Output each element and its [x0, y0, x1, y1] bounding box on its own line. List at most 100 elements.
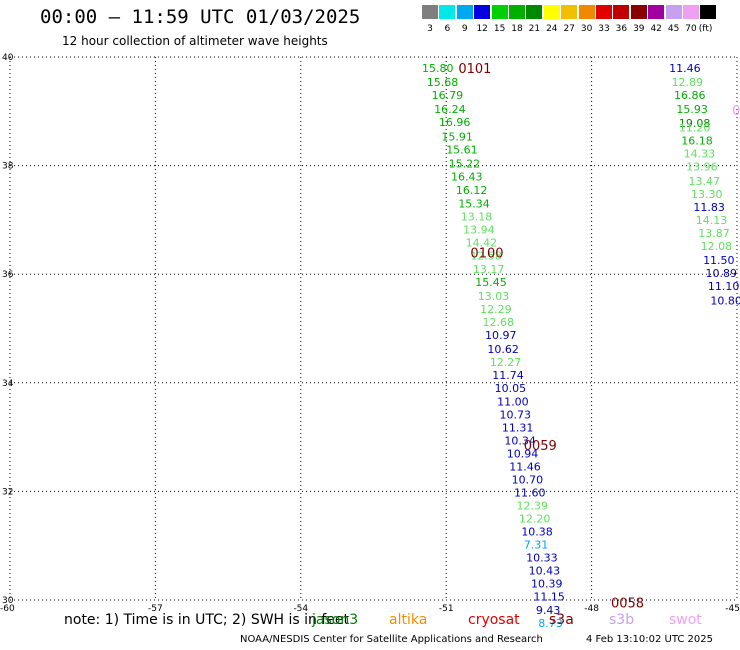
legend-label: 15 [493, 24, 506, 34]
legend-swatch [439, 5, 456, 19]
legend-label: 70 [685, 24, 697, 34]
legend-label: 9 [461, 24, 468, 34]
swh-value-label: 12.89 [672, 76, 704, 89]
swh-value-label: 15.45 [475, 276, 507, 289]
swh-value-label: 8.73 [538, 617, 563, 630]
legend-swatch [665, 5, 682, 19]
legend-label: 6 [444, 24, 451, 34]
legend-swatch [596, 5, 612, 19]
swh-value-label: 16.12 [456, 184, 488, 197]
satellite-cryosat: cryosat [468, 612, 520, 628]
swh-value-label: 13.18 [461, 211, 493, 224]
swh-value-label: 11.46 [669, 62, 701, 75]
swh-value-label: 10.33 [526, 552, 558, 565]
swh-value-label: 14.33 [684, 148, 716, 161]
swh-value-label: 11.60 [514, 486, 546, 499]
note-text: note: 1) Time is in UTC; 2) SWH is in fe… [64, 612, 350, 628]
legend-swatch [509, 5, 525, 19]
satellite-s3b: s3b [609, 612, 635, 628]
swh-value-label: 12.27 [490, 356, 522, 369]
legend-swatch [630, 5, 647, 19]
swh-value-label: 13.30 [691, 188, 723, 201]
swh-value-label: 11.31 [502, 421, 533, 434]
swh-value-label: 12.58 [470, 250, 502, 263]
x-tick-label: -48 [584, 604, 599, 614]
legend-label: 42 [650, 24, 662, 34]
y-tick-label: 38 [2, 162, 14, 172]
x-tick-label: -51 [439, 604, 454, 614]
swh-value-label: 11.50 [703, 254, 735, 267]
swh-value-label: 10.80 [710, 294, 740, 307]
legend-swatch [700, 5, 717, 19]
satellite-jason3: jason3 [312, 612, 359, 628]
y-tick-label: 34 [2, 379, 14, 389]
pass-time-label: 0058 [611, 597, 644, 612]
pass-time-label: 0100 [470, 246, 503, 261]
swh-value-label: 11.74 [492, 369, 524, 382]
x-tick-label: -57 [148, 604, 163, 614]
swh-value-label: 16.24 [434, 103, 466, 116]
footer: NOAA/NESDIS Center for Satellite Applica… [240, 634, 713, 645]
swh-value-label: 15.61 [446, 143, 478, 156]
pass-time-label: 0059 [524, 439, 557, 454]
swh-value-label: 12.39 [516, 500, 548, 513]
legend-label: 39 [633, 24, 645, 34]
legend-swatch [683, 5, 699, 19]
swh-value-label: 10.62 [487, 343, 519, 356]
swh-value-label: 10.97 [485, 329, 517, 342]
swh-value-label: 19.08 [679, 117, 711, 130]
legend-label: 27 [563, 24, 575, 34]
swh-value-label: 13.47 [689, 175, 721, 188]
map-title: 00:00 – 11:59 UTC 01/03/2025 [40, 6, 361, 28]
legend-label: 30 [580, 24, 593, 34]
legend-label: 24 [546, 24, 558, 34]
y-tick-label: 40 [2, 53, 14, 63]
footer-credit: NOAA/NESDIS Center for Satellite Applica… [240, 634, 543, 645]
swh-value-label: 10.70 [512, 473, 544, 486]
swh-value-label: 15.93 [676, 103, 708, 116]
map-subtitle: 12 hour collection of altimeter wave hei… [62, 34, 328, 48]
swh-value-label: 16.86 [674, 89, 706, 102]
swh-value-label: 10.43 [529, 565, 561, 578]
swh-value-label: 15.34 [458, 198, 490, 211]
legend-swatch [456, 5, 473, 19]
x-tick-label: -60 [0, 604, 15, 614]
swh-value-label: 10.34 [504, 434, 536, 447]
pass-time-label: 09 [732, 104, 740, 119]
swh-value-label: 15.22 [449, 157, 481, 170]
legend-label: 12 [476, 24, 488, 34]
satellite-swot: swot [669, 612, 702, 628]
swh-value-label: 13.87 [698, 227, 730, 240]
swh-value-label: 13.96 [686, 161, 718, 174]
legend-label: 3 [427, 24, 433, 34]
y-tick-label: 32 [2, 487, 13, 497]
footer-timestamp: 4 Feb 13:10:02 UTC 2025 [586, 634, 713, 645]
legend-label: 18 [511, 24, 523, 34]
swh-value-label: 15.68 [427, 76, 459, 89]
swh-value-label: 15.91 [441, 130, 473, 143]
swh-value-label: 7.31 [524, 539, 549, 552]
swh-value-label: 10.94 [507, 447, 539, 460]
swh-value-label: 16.43 [451, 170, 483, 183]
legend-swatch [491, 5, 508, 19]
swh-value-label: 16.18 [681, 135, 713, 148]
legend-swatch [543, 5, 560, 19]
swh-value-label: 13.03 [478, 290, 510, 303]
swh-value-label: 13.94 [463, 224, 495, 237]
swh-value-label: 14.13 [696, 214, 728, 227]
swh-value-label: 10.39 [531, 578, 563, 591]
legend-swatch [578, 5, 595, 19]
legend-label: 36 [615, 24, 628, 34]
swh-value-label: 12.08 [701, 240, 733, 253]
swh-value-label: 12.68 [483, 316, 515, 329]
y-tick-label: 30 [2, 596, 14, 606]
pass-time-label: 0101 [458, 62, 491, 77]
swh-value-label: 10.89 [705, 267, 737, 280]
swh-value-label: 13.17 [473, 263, 505, 276]
swh-value-label: 11.83 [693, 201, 725, 214]
legend-label: 45 [667, 24, 680, 34]
legend-swatch [422, 5, 438, 19]
swh-value-label: 11.46 [509, 460, 541, 473]
swh-value-label: 9.43 [536, 604, 561, 617]
swh-value-label: 10.73 [500, 408, 531, 421]
